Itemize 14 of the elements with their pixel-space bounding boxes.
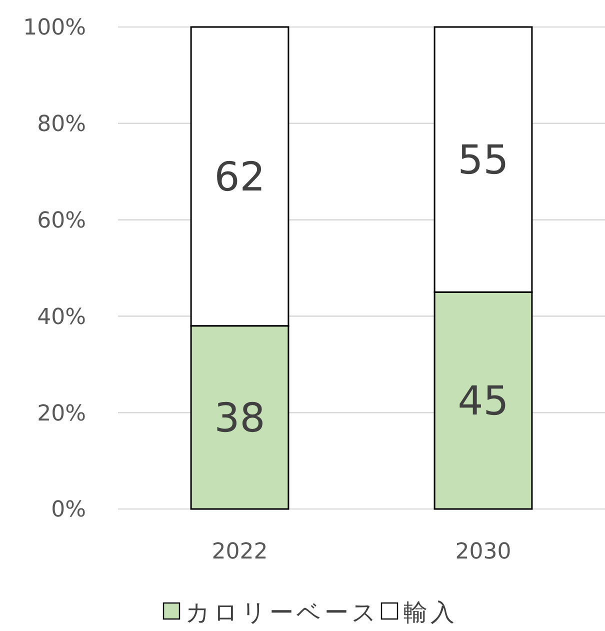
y-tick-label: 0% xyxy=(51,498,86,523)
legend-label: 輸入 xyxy=(404,598,458,626)
data-label: 62 xyxy=(214,154,266,200)
legend-label: カロリーベース xyxy=(186,598,380,626)
data-label: 38 xyxy=(214,395,266,442)
y-tick-label: 20% xyxy=(37,401,86,426)
y-tick-label: 60% xyxy=(37,208,86,234)
y-tick-label: 40% xyxy=(37,304,86,330)
y-tick-label: 100% xyxy=(23,16,86,41)
x-tick-label: 2022 xyxy=(212,540,268,565)
data-label: 45 xyxy=(458,378,509,425)
x-tick-label: 2030 xyxy=(455,540,512,565)
data-label: 55 xyxy=(458,138,509,184)
y-tick-label: 80% xyxy=(37,112,86,138)
